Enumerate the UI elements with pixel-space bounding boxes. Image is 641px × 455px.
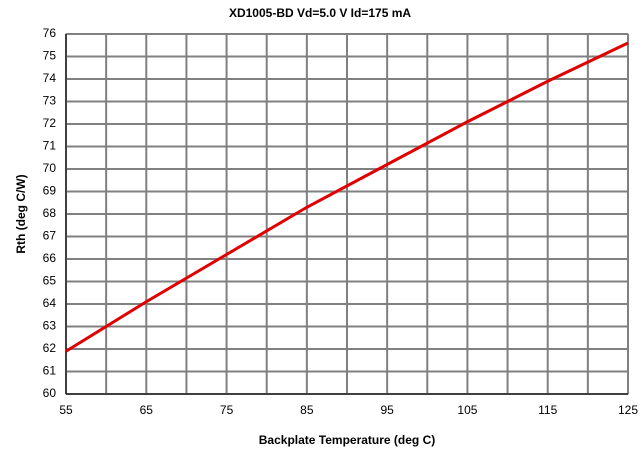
x-tick-label: 55 [59,403,73,417]
y-tick-label: 74 [43,71,57,85]
y-tick-label: 68 [43,206,57,220]
y-axis-label: Rth (deg C/W) [14,174,28,253]
y-tick-label: 69 [43,184,57,198]
y-tick-label: 72 [43,116,57,130]
y-tick-label: 75 [43,49,57,63]
y-tick-label: 60 [43,386,57,400]
x-tick-label: 115 [538,403,557,417]
y-tick-label: 65 [43,274,57,288]
x-tick-label: 65 [140,403,154,417]
x-tick-label: 105 [457,403,477,417]
y-tick-label: 67 [43,229,57,243]
y-tick-label: 62 [43,341,57,355]
y-tick-label: 66 [43,251,57,265]
x-tick-label: 95 [380,403,394,417]
x-axis-label: Backplate Temperature (deg C) [259,433,436,447]
y-tick-label: 64 [43,296,57,310]
y-tick-label: 71 [43,139,57,153]
y-tick-label: 61 [43,364,57,378]
chart-title: XD1005-BD Vd=5.0 V Id=175 mA [229,6,411,20]
y-tick-label: 70 [43,161,57,175]
x-tick-label: 75 [220,403,234,417]
chart: XD1005-BD Vd=5.0 V Id=175 mA Backplate T… [0,0,641,455]
x-tick-label: 125 [618,403,638,417]
y-tick-label: 73 [43,94,57,108]
y-tick-label: 76 [43,26,57,40]
x-tick-label: 85 [300,403,314,417]
page: {"chart_data": {"type": "line", "title":… [0,0,641,455]
y-tick-label: 63 [43,319,57,333]
